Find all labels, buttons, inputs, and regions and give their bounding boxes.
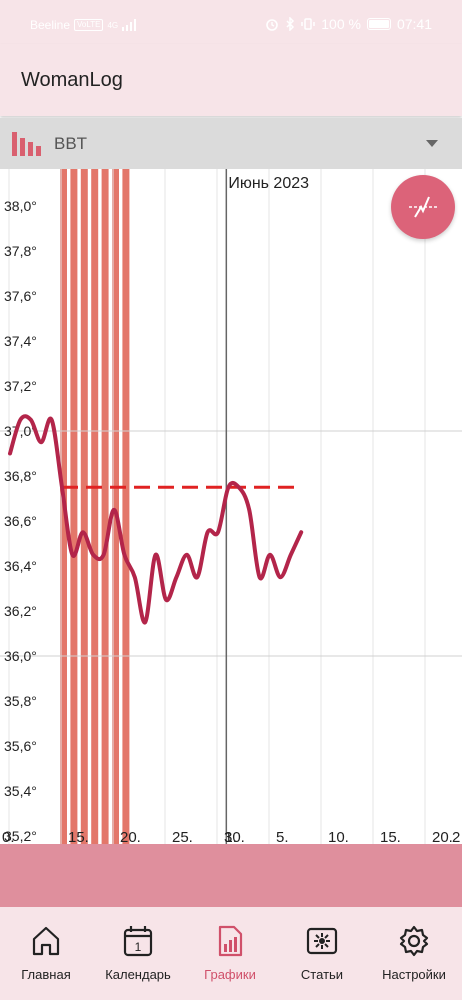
nav-home-label: Главная <box>21 967 71 982</box>
bottom-navigation: Главная 1 Календарь Графики Статьи <box>0 907 462 1000</box>
menstruation-bar <box>80 169 88 844</box>
x-tick-label: 1. <box>224 829 237 844</box>
x-tick-label: 2 <box>452 829 460 844</box>
app-bar: WomanLog <box>0 44 462 116</box>
y-tick-label: 36,2° <box>4 603 37 619</box>
status-left: Beeline VoLTE 4G <box>30 18 137 32</box>
chart-type-label: BBT <box>54 134 88 153</box>
battery-percent: 100 % <box>321 16 361 32</box>
x-tick-label: 25. <box>172 829 193 844</box>
bar-chart-icon <box>12 132 41 156</box>
temperature-curve-icon <box>409 196 437 218</box>
x-tick-label: 15. <box>68 829 89 844</box>
bluetooth-icon <box>286 17 295 31</box>
x-tick-label: 20. <box>432 829 453 844</box>
bbt-series-line <box>8 414 304 625</box>
menstruation-bar <box>112 169 119 844</box>
y-tick-label: 36,0° <box>4 648 37 664</box>
y-tick-label: 37,6° <box>4 288 37 304</box>
y-tick-label: 36,6° <box>4 513 37 529</box>
nav-settings[interactable]: Настройки <box>368 907 460 1000</box>
month-label: Июнь 2023 <box>228 175 309 192</box>
x-tick-label: 0. <box>2 829 15 844</box>
chart-footer-strip <box>0 844 462 907</box>
x-tick-label: 5. <box>276 829 289 844</box>
y-tick-label: 36,4° <box>4 558 37 574</box>
volte-badge: VoLTE <box>74 19 104 31</box>
home-icon <box>32 926 60 956</box>
x-tick-label: 10. <box>328 829 349 844</box>
y-tick-label: 37,0° <box>4 423 37 439</box>
calendar-icon: 1 <box>123 926 153 957</box>
network-type: 4G <box>107 20 119 30</box>
menstruation-bar <box>70 169 78 844</box>
nav-articles[interactable]: Статьи <box>276 907 368 1000</box>
carrier-name: Beeline <box>30 18 71 32</box>
clock: 07:41 <box>396 16 432 32</box>
y-tick-label: 37,8° <box>4 243 37 259</box>
alarm-icon <box>266 19 279 31</box>
signal-icon <box>122 19 137 31</box>
app-title: WomanLog <box>21 69 123 91</box>
y-tick-label: 37,4° <box>4 333 37 349</box>
y-tick-label: 35,6° <box>4 738 37 754</box>
settings-icon <box>399 925 429 957</box>
vibrate-icon <box>301 18 315 30</box>
menstruation-bar <box>122 169 130 844</box>
nav-calendar-label: Календарь <box>105 967 171 982</box>
x-tick-label: 30. <box>224 829 245 844</box>
x-tick-label: 20. <box>120 829 141 844</box>
nav-charts-label: Графики <box>204 967 256 982</box>
y-tick-label: 37,2° <box>4 378 37 394</box>
y-tick-label: 35,4° <box>4 783 37 799</box>
charts-icon <box>218 925 243 957</box>
y-tick-label: 35,8° <box>4 693 37 709</box>
calendar-day-number: 1 <box>135 940 142 954</box>
y-tick-label: 38,0° <box>4 198 37 214</box>
y-tick-label: 36,8° <box>4 468 37 484</box>
nav-charts[interactable]: Графики <box>184 907 276 1000</box>
nav-articles-label: Статьи <box>300 967 344 982</box>
chart-type-dropdown[interactable]: BBT <box>0 118 462 169</box>
y-tick-label: 35,2° <box>4 828 37 844</box>
nav-calendar[interactable]: 1 Календарь <box>92 907 184 1000</box>
nav-home[interactable]: Главная <box>0 907 92 1000</box>
bbt-chart[interactable]: Июнь 2023 38,0° 37,8° 37,6° 37,4° 37,2° 37,0° 3… <box>0 169 462 844</box>
chevron-down-icon <box>426 140 438 147</box>
menstruation-bar <box>101 169 109 844</box>
status-right: 100 % 07:41 <box>265 16 432 32</box>
status-bar: Beeline VoLTE 4G 100 % 07:41 <box>0 0 462 44</box>
fab-temperature-button[interactable] <box>391 175 455 239</box>
battery-icon <box>366 18 391 30</box>
nav-settings-label: Настройки <box>382 967 446 982</box>
articles-icon <box>306 927 338 955</box>
menstruation-bar <box>91 169 99 844</box>
x-tick-label: 15. <box>380 829 401 844</box>
chart-svg: Июнь 2023 38,0° 37,8° 37,6° 37,4° 37,2° 37,0° 3… <box>0 169 462 844</box>
